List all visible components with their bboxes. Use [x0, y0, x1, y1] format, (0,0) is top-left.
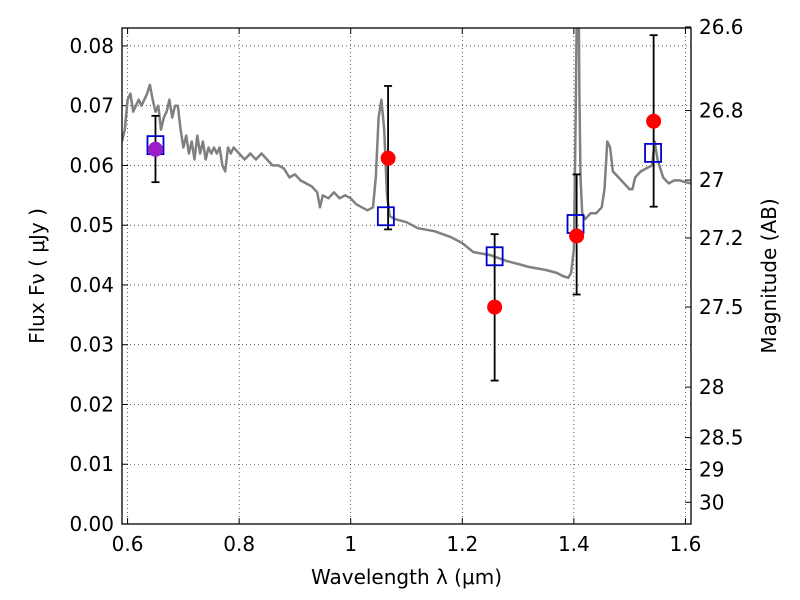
y-tick-label: 0.01	[69, 452, 114, 476]
right-tick-label: 29	[699, 457, 724, 481]
x-tick-label: 0.6	[112, 532, 144, 556]
y-tick-label: 0.05	[69, 213, 114, 237]
right-tick-label: 27.5	[699, 295, 744, 319]
x-tick-label: 1.2	[446, 532, 478, 556]
observed-flux-point	[646, 113, 662, 129]
y-tick-label: 0.07	[69, 94, 114, 118]
right-tick-label: 27	[699, 168, 724, 192]
observed-flux-point	[147, 141, 163, 157]
right-tick-label: 27.2	[699, 226, 744, 250]
model-square-marker	[644, 142, 662, 163]
x-tick-label: 0.8	[223, 532, 255, 556]
observed-flux-point	[487, 299, 503, 315]
model-spectrum-line	[122, 28, 691, 280]
y-axis-title: Flux Fν ( μJy )	[25, 208, 49, 344]
model-square-marker	[485, 246, 504, 267]
observed-flux-point	[380, 150, 396, 166]
y-tick-label: 0.04	[69, 273, 114, 297]
right-tick-label: 30	[699, 490, 724, 514]
x-axis-title: Wavelength λ (μm)	[311, 565, 502, 589]
x-tick-label: 1.4	[558, 532, 590, 556]
series-layer	[122, 28, 691, 382]
plot-frame	[121, 27, 692, 525]
y-tick-label: 0.06	[69, 153, 114, 177]
right-tick-label: 28.5	[699, 426, 744, 450]
right-tick-label: 26.8	[699, 99, 744, 123]
model-square-marker	[376, 206, 395, 227]
y-tick-label: 0.03	[69, 333, 114, 357]
observed-flux-point	[569, 228, 585, 244]
right-axis-title: Magnitude (AB)	[757, 198, 781, 353]
right-tick-label: 28	[699, 375, 724, 399]
y-tick-label: 0.02	[69, 392, 114, 416]
axis-ticks	[122, 26, 691, 525]
right-tick-label: 26.6	[699, 15, 744, 39]
y-tick-label: 0.08	[69, 34, 114, 58]
grid-lines	[122, 28, 691, 525]
y-tick-label: 0.00	[69, 512, 114, 536]
x-tick-label: 1.6	[670, 532, 702, 556]
axis-labels: 0.6 0.8 1 1.2 1.4 1.6 0.00 0.01 0.02 0.03 0.04 0.05…	[69, 15, 743, 556]
x-tick-label: 1	[344, 532, 357, 556]
